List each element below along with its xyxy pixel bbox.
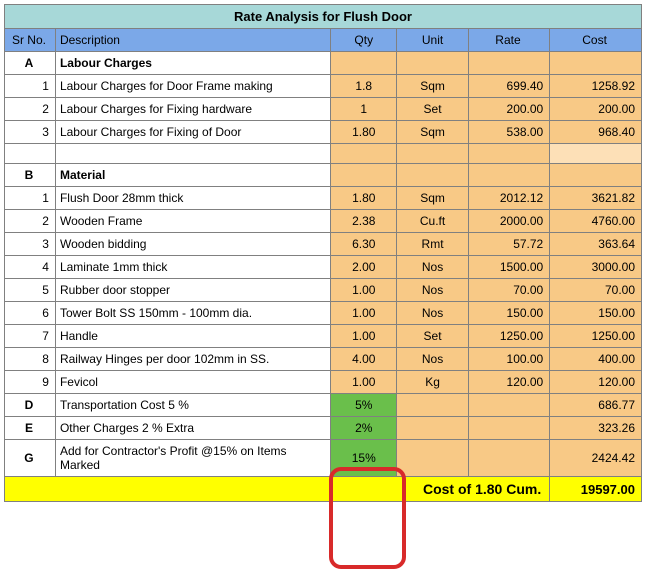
row-desc: Handle: [55, 325, 330, 348]
col-qty: Qty: [331, 29, 397, 52]
extra-desc: Add for Contractor's Profit @15% on Item…: [55, 440, 330, 477]
row-rate: 1250.00: [468, 325, 550, 348]
row-rate: 2012.12: [468, 187, 550, 210]
row-qty: 1.80: [331, 121, 397, 144]
row-qty: 1.00: [331, 325, 397, 348]
row-unit: Rmt: [397, 233, 468, 256]
extra-cost: 323.26: [550, 417, 642, 440]
table-title: Rate Analysis for Flush Door: [5, 5, 642, 29]
col-rate: Rate: [468, 29, 550, 52]
row-desc: Railway Hinges per door 102mm in SS.: [55, 348, 330, 371]
extra-id: E: [5, 417, 56, 440]
row-cost: 3621.82: [550, 187, 642, 210]
row-rate: 150.00: [468, 302, 550, 325]
row-unit: Set: [397, 98, 468, 121]
total-label: Cost of 1.80 Cum.: [5, 477, 550, 502]
row-qty: 1.80: [331, 187, 397, 210]
row-num: 9: [5, 371, 56, 394]
row-qty: 1.00: [331, 371, 397, 394]
row-unit: Nos: [397, 302, 468, 325]
row-num: 2: [5, 210, 56, 233]
row-cost: 70.00: [550, 279, 642, 302]
row-cost: 4760.00: [550, 210, 642, 233]
row-desc: Wooden bidding: [55, 233, 330, 256]
row-desc: Labour Charges for Door Frame making: [55, 75, 330, 98]
row-desc: Labour Charges for Fixing of Door: [55, 121, 330, 144]
row-cost: 120.00: [550, 371, 642, 394]
row-rate: 200.00: [468, 98, 550, 121]
row-desc: Labour Charges for Fixing hardware: [55, 98, 330, 121]
row-desc: Flush Door 28mm thick: [55, 187, 330, 210]
extra-desc: Transportation Cost 5 %: [55, 394, 330, 417]
row-unit: Cu.ft: [397, 210, 468, 233]
extra-qty: 2%: [331, 417, 397, 440]
extra-cost: 2424.42: [550, 440, 642, 477]
row-cost: 363.64: [550, 233, 642, 256]
row-desc: Laminate 1mm thick: [55, 256, 330, 279]
row-num: 1: [5, 75, 56, 98]
row-qty: 1: [331, 98, 397, 121]
section-label: Material: [55, 164, 330, 187]
section-id: A: [5, 52, 56, 75]
row-rate: 70.00: [468, 279, 550, 302]
row-rate: 538.00: [468, 121, 550, 144]
row-cost: 1250.00: [550, 325, 642, 348]
col-desc: Description: [55, 29, 330, 52]
row-qty: 6.30: [331, 233, 397, 256]
row-unit: Nos: [397, 348, 468, 371]
row-cost: 968.40: [550, 121, 642, 144]
row-num: 3: [5, 121, 56, 144]
row-cost: 1258.92: [550, 75, 642, 98]
col-srno: Sr No.: [5, 29, 56, 52]
row-num: 1: [5, 187, 56, 210]
section-id: B: [5, 164, 56, 187]
row-qty: 1.00: [331, 279, 397, 302]
row-num: 2: [5, 98, 56, 121]
row-unit: Sqm: [397, 121, 468, 144]
row-num: 8: [5, 348, 56, 371]
row-rate: 1500.00: [468, 256, 550, 279]
row-qty: 4.00: [331, 348, 397, 371]
extra-id: D: [5, 394, 56, 417]
extra-desc: Other Charges 2 % Extra: [55, 417, 330, 440]
row-unit: Sqm: [397, 187, 468, 210]
row-rate: 100.00: [468, 348, 550, 371]
col-unit: Unit: [397, 29, 468, 52]
row-cost: 400.00: [550, 348, 642, 371]
row-desc: Fevicol: [55, 371, 330, 394]
row-num: 4: [5, 256, 56, 279]
row-qty: 2.00: [331, 256, 397, 279]
section-label: Labour Charges: [55, 52, 330, 75]
extra-qty: 5%: [331, 394, 397, 417]
rate-analysis-table: Rate Analysis for Flush Door Sr No. Desc…: [4, 4, 642, 502]
extra-cost: 686.77: [550, 394, 642, 417]
row-cost: 200.00: [550, 98, 642, 121]
row-qty: 2.38: [331, 210, 397, 233]
row-unit: Sqm: [397, 75, 468, 98]
total-value: 19597.00: [550, 477, 642, 502]
row-num: 6: [5, 302, 56, 325]
row-desc: Wooden Frame: [55, 210, 330, 233]
row-qty: 1.8: [331, 75, 397, 98]
row-num: 5: [5, 279, 56, 302]
row-rate: 699.40: [468, 75, 550, 98]
col-cost: Cost: [550, 29, 642, 52]
row-rate: 2000.00: [468, 210, 550, 233]
row-desc: Tower Bolt SS 150mm - 100mm dia.: [55, 302, 330, 325]
row-cost: 150.00: [550, 302, 642, 325]
row-rate: 120.00: [468, 371, 550, 394]
row-cost: 3000.00: [550, 256, 642, 279]
extra-qty: 15%: [331, 440, 397, 477]
row-qty: 1.00: [331, 302, 397, 325]
row-unit: Kg: [397, 371, 468, 394]
row-unit: Nos: [397, 279, 468, 302]
row-num: 3: [5, 233, 56, 256]
row-desc: Rubber door stopper: [55, 279, 330, 302]
row-unit: Set: [397, 325, 468, 348]
row-unit: Nos: [397, 256, 468, 279]
extra-id: G: [5, 440, 56, 477]
row-num: 7: [5, 325, 56, 348]
row-rate: 57.72: [468, 233, 550, 256]
